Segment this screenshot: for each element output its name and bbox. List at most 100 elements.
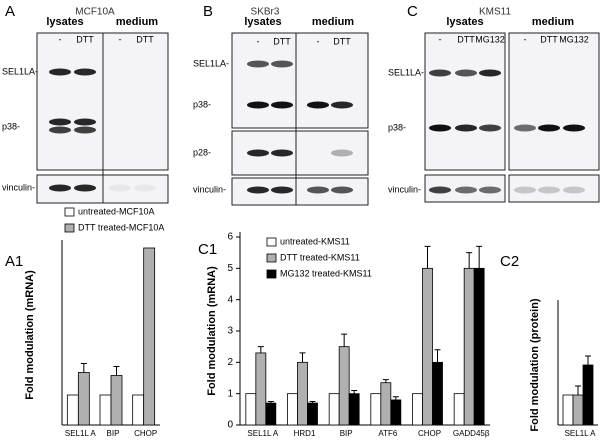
band-label: vinculin-	[2, 182, 35, 192]
y-tick-label: 6	[227, 232, 233, 243]
blot-frame	[508, 174, 600, 203]
band	[247, 60, 269, 68]
lane-label: DTT	[457, 34, 475, 44]
bar	[348, 393, 360, 426]
band-label: vinculin-	[388, 184, 421, 194]
lane-label: -	[524, 34, 527, 44]
band	[74, 68, 96, 76]
band-label: p28-	[193, 147, 211, 157]
legend-label: untreated-KMS11	[280, 236, 350, 246]
cell-line-title: KMS11	[479, 7, 511, 18]
bar	[412, 393, 423, 426]
band	[271, 101, 293, 109]
band	[429, 186, 451, 194]
band	[109, 184, 131, 192]
y-tick-label: 4	[227, 294, 233, 305]
group-label: lysates	[446, 16, 483, 28]
band	[134, 184, 156, 192]
bar	[110, 375, 123, 426]
error-bar	[392, 396, 399, 400]
error-bar	[341, 333, 348, 347]
bar	[380, 382, 392, 426]
group-label: medium	[532, 16, 574, 28]
band	[331, 101, 353, 109]
band	[331, 186, 353, 194]
band	[563, 124, 585, 132]
bar	[132, 394, 145, 426]
band	[479, 69, 501, 77]
bar	[432, 361, 443, 426]
error-bar	[466, 252, 473, 269]
error-bar	[382, 379, 389, 383]
bar	[99, 394, 112, 426]
legend-label: untreated-MCF10A	[78, 206, 155, 216]
error-bar	[113, 366, 120, 376]
band-label: SEL1LA-	[388, 67, 424, 77]
error-bar	[434, 349, 441, 363]
y-axis-label: Fold modulation (mRNA)	[24, 270, 36, 400]
blot-frame	[424, 32, 506, 171]
bar	[422, 267, 433, 426]
lane-label: DTT	[540, 34, 558, 44]
bar	[582, 364, 594, 426]
band	[49, 118, 71, 126]
band	[247, 101, 269, 109]
error-bar	[351, 390, 358, 394]
legend-swatch	[266, 253, 277, 263]
y-tick-label: 5	[227, 263, 233, 274]
band	[455, 124, 477, 132]
panel-letter: B	[203, 3, 213, 20]
error-bar	[424, 245, 431, 269]
lane-label: MG132	[559, 34, 589, 44]
band	[514, 186, 536, 194]
band	[74, 118, 96, 126]
band	[307, 186, 329, 194]
bar	[143, 247, 156, 426]
lane-label: DTT	[333, 36, 351, 46]
lane-label: DTT	[136, 34, 154, 44]
x-tick-label: SEL1L A	[247, 429, 279, 438]
panel-letter: C2	[500, 253, 519, 270]
group-label: medium	[116, 16, 158, 28]
band	[49, 184, 71, 192]
bar	[390, 399, 402, 426]
lane-label: -	[257, 36, 260, 46]
lane-label: -	[59, 34, 62, 44]
y-tick-label: 0	[227, 420, 233, 431]
x-tick-label: SEL1L A	[565, 429, 597, 438]
band	[538, 124, 560, 132]
error-bar	[80, 363, 87, 373]
error-bar	[257, 346, 264, 353]
group-label: lysates	[244, 16, 281, 28]
bar	[255, 352, 267, 426]
group-label: medium	[312, 16, 354, 28]
band-label: SEL1LA-	[2, 66, 38, 76]
bar	[453, 393, 465, 426]
y-tick-label: 1	[227, 388, 233, 399]
error-bar	[575, 385, 581, 395]
blot-frame	[231, 32, 369, 129]
x-tick-label: SEL1L A	[65, 429, 97, 438]
bar	[338, 346, 350, 426]
lane-label: -	[317, 36, 320, 46]
band	[455, 69, 477, 77]
legend-swatch	[64, 223, 75, 233]
band	[49, 68, 71, 76]
bar	[245, 393, 257, 426]
bar	[265, 402, 277, 426]
bar	[287, 393, 298, 426]
cell-line-title: SKBr3	[251, 7, 280, 18]
band	[307, 101, 329, 109]
error-bar	[476, 245, 483, 269]
bar	[572, 394, 584, 426]
legend-label: DTT treated-MCF10A	[78, 222, 164, 232]
x-tick-label: GADD45β	[453, 429, 490, 438]
x-tick-label: BIP	[107, 429, 120, 438]
band-label: vinculin-	[193, 184, 226, 194]
lane-label: DTT	[76, 34, 94, 44]
bar	[297, 361, 308, 426]
x-tick-label: ATF6	[378, 429, 398, 438]
band-label: p38-	[388, 122, 406, 132]
bar	[562, 394, 574, 426]
